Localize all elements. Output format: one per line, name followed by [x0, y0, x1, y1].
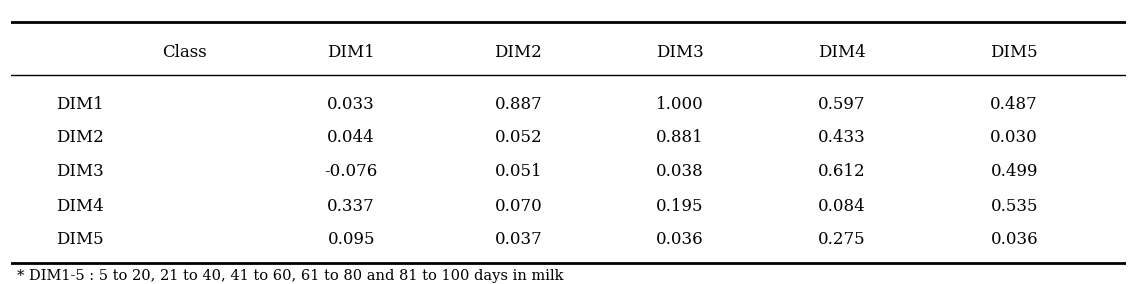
Text: DIM2: DIM2	[495, 44, 542, 61]
Text: 0.044: 0.044	[327, 129, 375, 146]
Text: 0.597: 0.597	[818, 96, 865, 113]
Text: 0.433: 0.433	[818, 129, 865, 146]
Text: 0.535: 0.535	[990, 197, 1038, 214]
Text: 0.070: 0.070	[495, 197, 542, 214]
Text: 0.052: 0.052	[495, 129, 542, 146]
Text: 0.037: 0.037	[495, 231, 542, 248]
Text: 0.499: 0.499	[990, 163, 1038, 180]
Text: DIM5: DIM5	[990, 44, 1038, 61]
Text: Class: Class	[161, 44, 207, 61]
Text: 0.033: 0.033	[327, 96, 375, 113]
Text: -0.076: -0.076	[324, 163, 377, 180]
Text: * DIM1-5 : 5 to 20, 21 to 40, 41 to 60, 61 to 80 and 81 to 100 days in milk: * DIM1-5 : 5 to 20, 21 to 40, 41 to 60, …	[17, 269, 564, 283]
Text: 0.051: 0.051	[495, 163, 542, 180]
Text: 0.036: 0.036	[990, 231, 1038, 248]
Text: 0.084: 0.084	[818, 197, 865, 214]
Text: 0.095: 0.095	[327, 231, 375, 248]
Text: 0.881: 0.881	[656, 129, 704, 146]
Text: 0.487: 0.487	[990, 96, 1038, 113]
Text: 0.337: 0.337	[327, 197, 375, 214]
Text: 0.275: 0.275	[818, 231, 865, 248]
Text: DIM2: DIM2	[56, 129, 103, 146]
Text: 0.038: 0.038	[656, 163, 704, 180]
Text: DIM5: DIM5	[56, 231, 103, 248]
Text: DIM3: DIM3	[56, 163, 103, 180]
Text: 0.887: 0.887	[495, 96, 542, 113]
Text: DIM1: DIM1	[56, 96, 103, 113]
Text: 0.036: 0.036	[656, 231, 704, 248]
Text: 0.612: 0.612	[818, 163, 865, 180]
Text: DIM4: DIM4	[56, 197, 103, 214]
Text: DIM1: DIM1	[327, 44, 375, 61]
Text: 0.195: 0.195	[656, 197, 704, 214]
Text: 0.030: 0.030	[990, 129, 1038, 146]
Text: DIM4: DIM4	[818, 44, 865, 61]
Text: DIM3: DIM3	[656, 44, 704, 61]
Text: 1.000: 1.000	[656, 96, 704, 113]
